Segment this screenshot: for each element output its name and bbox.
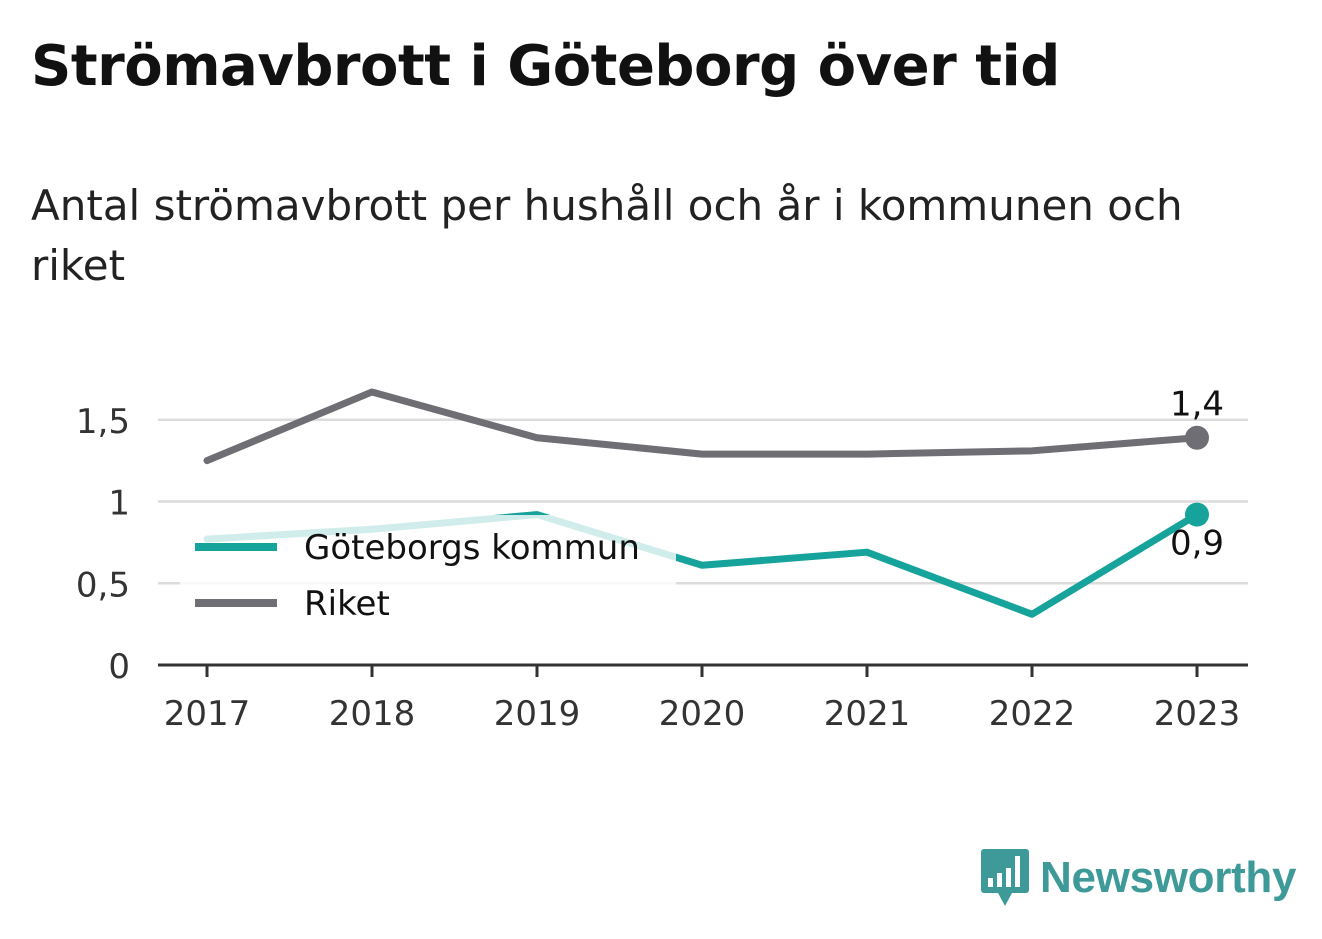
legend-label: Riket [304, 584, 390, 624]
y-tick-label: 0,5 [76, 565, 130, 605]
y-tick-label: 1 [108, 484, 130, 524]
x-tick-label: 2018 [329, 694, 416, 734]
end-value-label: 1,4 [1170, 385, 1224, 425]
x-tick-label: 2023 [1154, 694, 1241, 734]
end-value-label: 0,9 [1170, 524, 1224, 564]
bar-chart-speech-bubble-icon [981, 849, 1029, 906]
x-tick-label: 2017 [164, 694, 251, 734]
brand-logo: Newsworthy [980, 848, 1296, 908]
x-tick-label: 2020 [659, 694, 746, 734]
x-tick-label: 2021 [824, 694, 911, 734]
brand-name: Newsworthy [1040, 853, 1297, 902]
legend-background [180, 515, 676, 635]
x-tick-label: 2022 [989, 694, 1076, 734]
legend-label: Göteborgs kommun [304, 528, 640, 568]
end-point [1185, 502, 1209, 527]
y-tick-label: 0 [108, 647, 130, 687]
x-tick-label: 2019 [494, 694, 581, 734]
chart-subtitle: Antal strömavbrott per hushåll och år i … [31, 181, 1183, 290]
chart-title: Strömavbrott i Göteborg över tid [31, 34, 1060, 99]
y-tick-label: 1,5 [76, 402, 130, 442]
series-line-riket [203, 388, 1201, 465]
end-point [1185, 425, 1209, 450]
